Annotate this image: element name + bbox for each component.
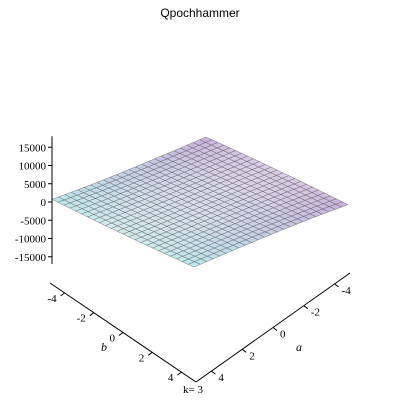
- parameter-label: k= 3: [183, 384, 203, 396]
- a-tick: [303, 305, 309, 310]
- surface-mesh: [51, 136, 349, 268]
- a-tick: [211, 370, 216, 375]
- z-tick-label: 0: [41, 197, 47, 209]
- a-axis-title: a: [296, 340, 302, 354]
- a-tick-label: 0: [280, 329, 286, 341]
- a-tick-label: 4: [218, 372, 224, 384]
- z-tick-label: -15000: [15, 252, 47, 264]
- a-tick-label: -4: [342, 285, 352, 297]
- a-tick: [334, 283, 339, 288]
- b-tick: [118, 332, 124, 336]
- z-tick-label: 10000: [19, 161, 47, 173]
- a-tick-label: -2: [311, 307, 320, 319]
- b-axis-title: b: [101, 340, 107, 354]
- axes: 15000 10000 5000 0 -5000 -10000 -15000 -4 -2 0 2 4 -…: [15, 136, 351, 396]
- a-tick: [241, 348, 247, 353]
- b-tick-label: 0: [110, 333, 116, 345]
- a-tick-label: 2: [249, 350, 255, 362]
- z-tick-label: -10000: [15, 234, 47, 246]
- z-tick-label: 5000: [24, 179, 47, 191]
- b-tick-label: -4: [47, 293, 57, 305]
- b-tick: [60, 292, 65, 297]
- a-tick: [272, 327, 278, 331]
- b-tick: [147, 351, 153, 356]
- surface-patch: [199, 136, 213, 143]
- b-tick-label: 4: [168, 372, 174, 384]
- z-tick-label: 15000: [19, 142, 47, 154]
- z-tick-label: -5000: [20, 215, 46, 227]
- chart-title: Qpochhammer: [160, 6, 240, 20]
- b-tick-label: 2: [139, 352, 145, 364]
- b-tick: [89, 312, 95, 317]
- b-tick: [177, 371, 182, 376]
- b-tick-label: -2: [77, 313, 86, 325]
